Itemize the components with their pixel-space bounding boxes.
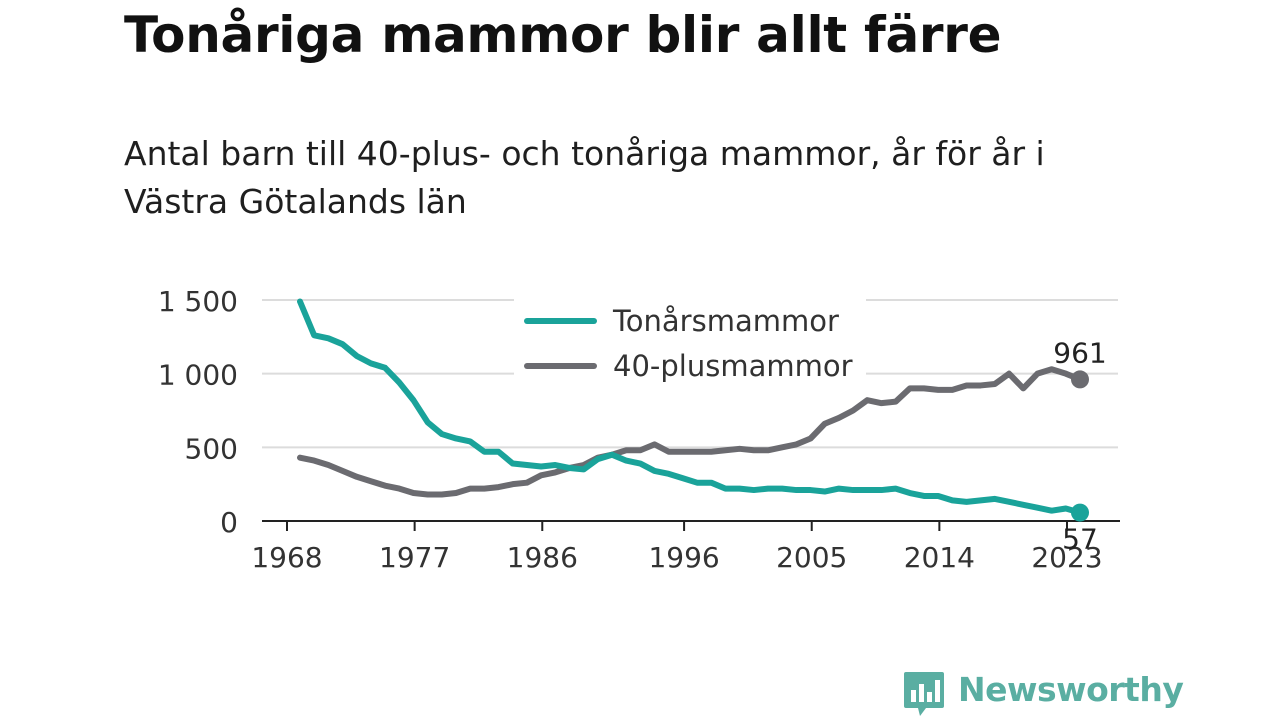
data-series	[297, 298, 1089, 522]
x-tick-label: 2023	[1031, 541, 1102, 574]
x-tick-label: 1986	[507, 541, 578, 574]
y-tick-label: 500	[185, 432, 238, 465]
end-labels: 961 57	[1053, 336, 1106, 555]
y-tick-label: 0	[220, 506, 238, 539]
series-end-point-tonarsmammor	[1071, 503, 1089, 522]
series-line-40-plusmammor	[297, 366, 1083, 498]
x-tick-label: 2005	[776, 541, 847, 574]
x-tick-label: 1977	[379, 541, 450, 574]
x-tick-label: 1996	[648, 541, 719, 574]
chart-subtitle: Antal barn till 40-plus- och tonåriga ma…	[124, 134, 1045, 221]
legend-label-40-plusmammor: 40-plusmammor	[613, 349, 853, 383]
y-tick-label: 1 000	[158, 359, 238, 392]
legend-label-tonarsmammor: Tonårsmammor	[612, 304, 839, 338]
x-tick-label: 1968	[251, 541, 322, 574]
series-line-tonarsmammor	[297, 298, 1083, 516]
x-tick-label: 2014	[904, 541, 975, 574]
chart-title: Tonåriga mammor blir allt färre	[124, 6, 1002, 64]
end-label-tonarsmammor: 57	[1062, 523, 1098, 556]
legend: Tonårsmammor 40-plusmammor	[514, 298, 866, 383]
end-label-40-plusmammor: 961	[1053, 336, 1106, 369]
y-tick-label: 1 500	[158, 285, 238, 318]
newsworthy-logo-icon	[904, 672, 944, 716]
newsworthy-logo: Newsworthy	[902, 670, 1184, 718]
series-end-point-40-plusmammor	[1071, 370, 1089, 389]
axes: 0 500 1 000 1 500 1968 1977 1986 1996 2005 2014 20…	[158, 285, 1120, 574]
brand-name: Newsworthy	[958, 670, 1184, 709]
